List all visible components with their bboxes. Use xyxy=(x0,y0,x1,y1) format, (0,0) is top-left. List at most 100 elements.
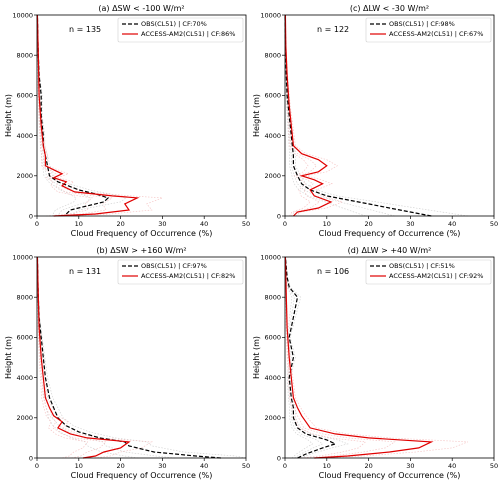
spread-line xyxy=(37,14,163,217)
spread-line xyxy=(37,14,127,215)
y-tick-label: 8000 xyxy=(264,52,281,60)
y-tick-label: 6000 xyxy=(16,334,33,342)
x-tick-label: 30 xyxy=(158,462,166,470)
y-tick-label: 2000 xyxy=(16,414,33,422)
spread-line xyxy=(36,14,94,217)
x-tick-label: 40 xyxy=(448,220,456,228)
sample-count-label: n = 122 xyxy=(317,25,349,34)
legend-box xyxy=(365,259,492,285)
y-tick-label: 6000 xyxy=(264,92,281,100)
y-tick-label: 6000 xyxy=(16,92,33,100)
spread-line xyxy=(285,14,344,217)
spread-line xyxy=(36,14,77,215)
series-line-model xyxy=(284,256,434,459)
panel-title: (a) ΔSW < -100 W/m² xyxy=(98,4,184,13)
series-line-obs xyxy=(36,256,221,459)
x-tick-label: 10 xyxy=(323,462,331,470)
spread-line xyxy=(37,256,154,459)
legend: OBS(CL51) | CF:51% ACCESS-AM2(CL51) | CF:… xyxy=(365,259,492,285)
panel-title: (c) ΔLW < -30 W/m² xyxy=(350,4,429,13)
y-tick-label: 0 xyxy=(277,212,281,220)
spread-line xyxy=(36,256,139,459)
x-tick-label: 50 xyxy=(490,462,498,470)
y-tick-label: 2000 xyxy=(16,172,33,180)
x-tick-label: 20 xyxy=(364,462,372,470)
x-tick-label: 30 xyxy=(406,462,414,470)
sample-count-label: n = 135 xyxy=(69,25,101,34)
legend-entry: ACCESS-AM2(CL51) | CF:82% xyxy=(141,272,235,280)
series-line-model xyxy=(284,14,333,217)
x-tick-label: 40 xyxy=(448,462,456,470)
spread-line xyxy=(36,256,89,459)
x-tick-label: 40 xyxy=(200,220,208,228)
legend: OBS(CL51) | CF:98% ACCESS-AM2(CL51) | CF:… xyxy=(365,17,492,43)
chart-panel-1: (a) ΔSW < -100 W/m² 0 10 20 30 40 50 0 2000 4000 6… xyxy=(4,4,250,238)
sample-count-label: n = 106 xyxy=(317,267,349,276)
x-tick-label: 40 xyxy=(200,462,208,470)
spread-line xyxy=(285,256,349,459)
x-tick-label: 20 xyxy=(116,462,124,470)
y-tick-label: 4000 xyxy=(16,132,33,140)
legend-entry: ACCESS-AM2(CL51) | CF:86% xyxy=(141,30,235,38)
plot-frame xyxy=(36,256,247,459)
x-axis-title: Cloud Frequency of Occurrence (%) xyxy=(71,229,213,238)
x-tick-label: 20 xyxy=(364,220,372,228)
series-line-model xyxy=(36,14,140,217)
x-tick-label: 10 xyxy=(75,220,83,228)
plot-frame xyxy=(36,14,247,217)
y-tick-label: 0 xyxy=(29,212,33,220)
y-tick-label: 10000 xyxy=(260,11,281,19)
x-axis-title: Cloud Frequency of Occurrence (%) xyxy=(319,471,461,480)
y-tick-label: 6000 xyxy=(264,334,281,342)
legend-entry: OBS(CL51) | CF:70% xyxy=(141,20,207,28)
legend-entry: OBS(CL51) | CF:97% xyxy=(141,262,207,270)
y-tick-label: 10000 xyxy=(260,253,281,261)
y-tick-label: 4000 xyxy=(264,374,281,382)
x-tick-label: 50 xyxy=(490,220,498,228)
x-tick-label: 0 xyxy=(283,462,287,470)
chart-panel-4: (d) ΔLW > +40 W/m² 0 10 20 30 40 50 0 2000 4000 60… xyxy=(252,246,498,480)
y-axis-title: Height (m) xyxy=(252,94,261,137)
spread-line xyxy=(284,256,396,459)
y-axis-title: Height (m) xyxy=(4,94,13,137)
spread-line xyxy=(36,14,114,217)
spread-line xyxy=(37,256,247,459)
panel-title: (b) ΔSW > +160 W/m² xyxy=(96,246,186,255)
series-line-obs xyxy=(284,256,337,459)
x-axis-title: Cloud Frequency of Occurrence (%) xyxy=(71,471,213,480)
spread-line xyxy=(284,14,366,217)
x-axis-title: Cloud Frequency of Occurrence (%) xyxy=(319,229,461,238)
legend: OBS(CL51) | CF:97% ACCESS-AM2(CL51) | CF:… xyxy=(117,259,244,285)
series-line-model xyxy=(36,256,131,459)
legend-box xyxy=(365,17,492,43)
legend-box xyxy=(117,259,244,285)
x-tick-label: 0 xyxy=(35,462,39,470)
y-axis-title: Height (m) xyxy=(252,336,261,379)
y-axis-title: Height (m) xyxy=(4,336,13,379)
y-tick-label: 2000 xyxy=(264,172,281,180)
x-tick-label: 30 xyxy=(158,220,166,228)
spread-line xyxy=(284,14,321,217)
legend: OBS(CL51) | CF:70% ACCESS-AM2(CL51) | CF:… xyxy=(117,17,244,43)
spread-line xyxy=(285,256,469,459)
y-tick-label: 8000 xyxy=(264,294,281,302)
y-tick-label: 4000 xyxy=(264,132,281,140)
x-tick-label: 20 xyxy=(116,220,124,228)
legend-entry: OBS(CL51) | CF:51% xyxy=(389,262,455,270)
plot-frame xyxy=(284,256,495,459)
x-tick-label: 50 xyxy=(242,220,250,228)
panel-title: (d) ΔLW > +40 W/m² xyxy=(348,246,432,255)
chart-panel-2: (c) ΔLW < -30 W/m² 0 10 20 30 40 50 0 2000 4000 60… xyxy=(252,4,498,238)
legend-entry: ACCESS-AM2(CL51) | CF:67% xyxy=(389,30,483,38)
y-tick-label: 10000 xyxy=(12,253,33,261)
spread-line xyxy=(284,14,468,217)
spread-line xyxy=(36,256,107,459)
y-tick-label: 4000 xyxy=(16,374,33,382)
series-line-obs xyxy=(36,14,110,215)
legend-entry: OBS(CL51) | CF:98% xyxy=(389,20,455,28)
x-tick-label: 0 xyxy=(283,220,287,228)
x-tick-label: 30 xyxy=(406,220,414,228)
y-tick-label: 8000 xyxy=(16,52,33,60)
y-tick-label: 0 xyxy=(277,454,281,462)
